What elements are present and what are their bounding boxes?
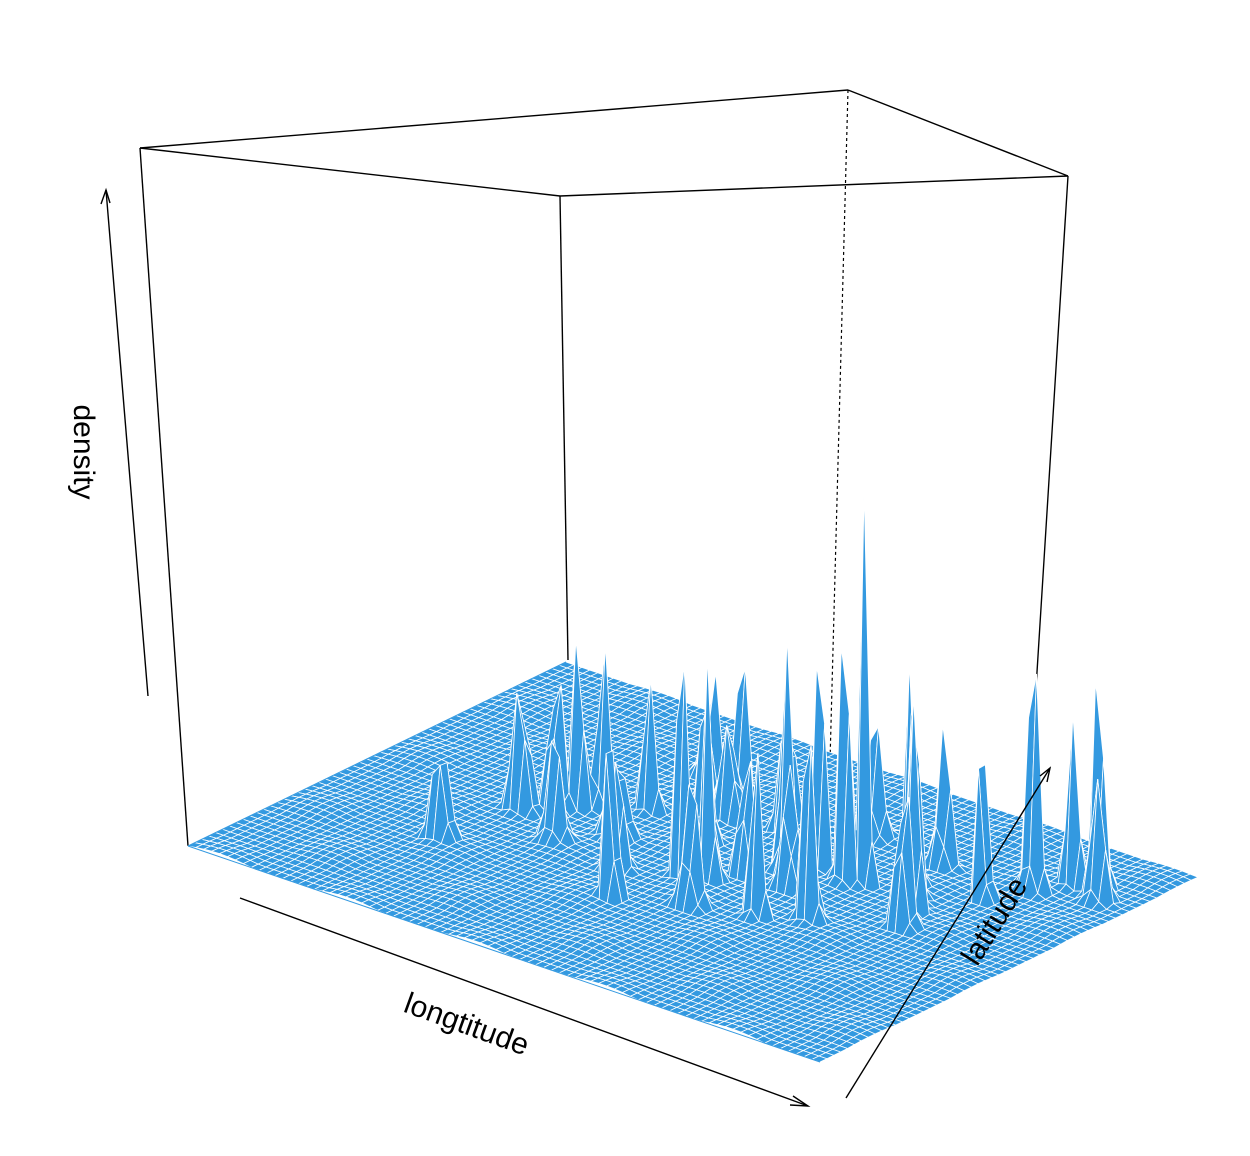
density-surface [186, 490, 1200, 1063]
latitude-arrowhead [1039, 766, 1052, 783]
box-edge-top-front [559, 175, 1069, 197]
axis-arrows [100, 187, 1052, 1107]
latitude-axis-arrow [845, 767, 1051, 1099]
density-axis-title: density [67, 404, 100, 499]
box-edge-back-vertical [559, 195, 569, 661]
box-edge-top-left [139, 147, 561, 197]
box-edge-top-back [139, 89, 849, 149]
plot-box-back [139, 89, 1069, 1061]
box-edge-right-vertical [1031, 175, 1069, 753]
box-edge-left-vertical [139, 147, 189, 847]
density-axis-arrow [105, 189, 149, 697]
density-arrowhead [100, 187, 111, 205]
box-edge-base-left [187, 661, 567, 847]
box-edge-top-right [847, 89, 1069, 177]
longtitude-arrowhead [789, 1095, 811, 1107]
longtitude-axis-arrow [239, 897, 809, 1107]
box-edge-base-front [187, 845, 821, 1063]
